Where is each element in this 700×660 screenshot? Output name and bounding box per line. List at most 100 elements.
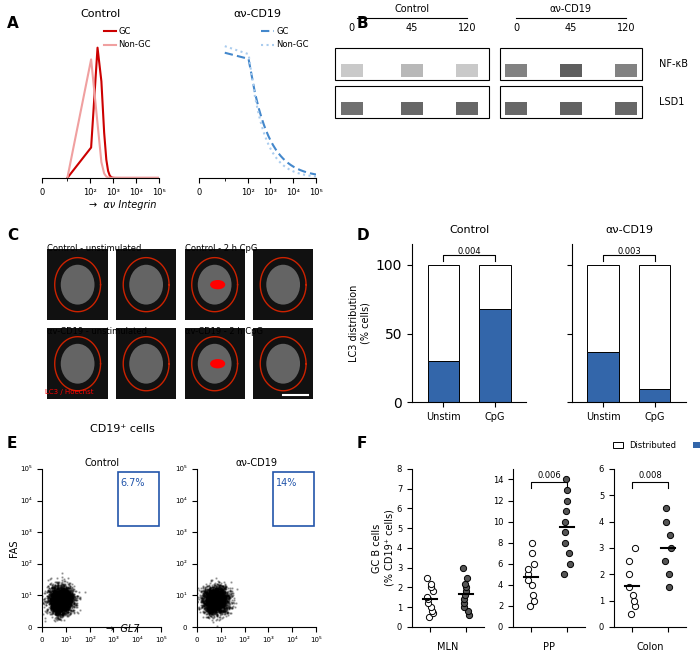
Point bbox=[209, 601, 220, 612]
Point bbox=[55, 603, 66, 613]
Point bbox=[209, 593, 220, 604]
Point bbox=[52, 606, 64, 616]
Point bbox=[209, 601, 220, 612]
Point bbox=[211, 593, 223, 603]
Point bbox=[56, 585, 67, 595]
Point bbox=[202, 598, 213, 609]
Point bbox=[202, 600, 214, 611]
Point bbox=[212, 585, 223, 596]
Point bbox=[209, 596, 220, 607]
Point bbox=[199, 601, 210, 612]
Point bbox=[59, 607, 70, 617]
Point bbox=[208, 590, 219, 601]
Point bbox=[206, 601, 217, 612]
Point bbox=[50, 604, 61, 614]
Point bbox=[48, 586, 60, 597]
Point bbox=[51, 589, 62, 599]
Point bbox=[62, 604, 74, 614]
Point bbox=[211, 598, 222, 609]
Point bbox=[58, 595, 69, 605]
Point bbox=[204, 580, 215, 591]
Point bbox=[58, 590, 69, 601]
Point bbox=[47, 578, 58, 589]
Point bbox=[64, 595, 75, 605]
Point bbox=[216, 596, 227, 607]
Point bbox=[64, 588, 76, 599]
Point bbox=[202, 596, 213, 607]
Point bbox=[51, 601, 62, 611]
Point bbox=[213, 588, 224, 599]
Point bbox=[204, 588, 216, 599]
Point bbox=[43, 585, 54, 595]
Point bbox=[206, 605, 218, 615]
Point bbox=[209, 601, 220, 611]
Point bbox=[197, 597, 209, 608]
Point bbox=[210, 600, 221, 611]
Point bbox=[59, 600, 70, 611]
Point bbox=[50, 596, 62, 607]
Point bbox=[211, 597, 223, 607]
Point bbox=[203, 602, 214, 612]
Point bbox=[208, 593, 219, 603]
Point bbox=[54, 611, 65, 622]
Point bbox=[216, 593, 227, 603]
Point bbox=[202, 606, 213, 616]
Point bbox=[215, 605, 226, 615]
Point bbox=[57, 589, 68, 599]
Point bbox=[66, 593, 77, 604]
Point bbox=[225, 588, 237, 599]
Point bbox=[48, 605, 60, 616]
Point bbox=[216, 596, 228, 607]
Point bbox=[52, 580, 63, 591]
Point bbox=[216, 593, 228, 604]
Point bbox=[216, 596, 228, 607]
Point bbox=[52, 599, 63, 609]
Point bbox=[195, 586, 206, 597]
Point bbox=[217, 587, 228, 597]
Point bbox=[47, 592, 58, 603]
Point bbox=[210, 591, 221, 602]
Point bbox=[218, 603, 230, 613]
Point bbox=[213, 584, 224, 595]
Point bbox=[55, 598, 66, 609]
Point bbox=[210, 589, 221, 599]
Point bbox=[52, 595, 64, 606]
Point bbox=[58, 591, 69, 602]
Point bbox=[50, 607, 62, 618]
Point bbox=[212, 598, 223, 609]
Point bbox=[225, 585, 236, 595]
Point bbox=[212, 602, 223, 612]
Point bbox=[212, 599, 223, 610]
Point bbox=[54, 594, 65, 605]
Point bbox=[218, 597, 230, 608]
Point bbox=[55, 596, 66, 607]
Point bbox=[211, 596, 223, 607]
Point bbox=[214, 591, 225, 602]
Point bbox=[52, 592, 63, 603]
Legend: Distributed, Punctate: Distributed, Punctate bbox=[610, 438, 700, 453]
Point bbox=[215, 599, 226, 610]
Point bbox=[54, 592, 65, 603]
Point bbox=[214, 600, 225, 611]
Point bbox=[52, 578, 64, 588]
Point bbox=[207, 607, 218, 617]
Point bbox=[204, 596, 215, 607]
Point bbox=[204, 595, 216, 606]
Point bbox=[202, 593, 214, 604]
Point bbox=[209, 586, 220, 597]
Point bbox=[57, 603, 69, 613]
Point bbox=[51, 607, 62, 618]
Point bbox=[55, 591, 66, 602]
Point bbox=[209, 593, 220, 604]
Point bbox=[208, 598, 219, 609]
Point bbox=[204, 599, 216, 610]
Point bbox=[201, 597, 212, 608]
Point bbox=[209, 594, 220, 605]
Point bbox=[55, 592, 66, 603]
Point bbox=[218, 585, 230, 595]
Point bbox=[57, 598, 69, 609]
Point bbox=[208, 587, 219, 597]
Point bbox=[206, 590, 217, 601]
Point bbox=[220, 580, 231, 591]
Point bbox=[213, 594, 224, 605]
